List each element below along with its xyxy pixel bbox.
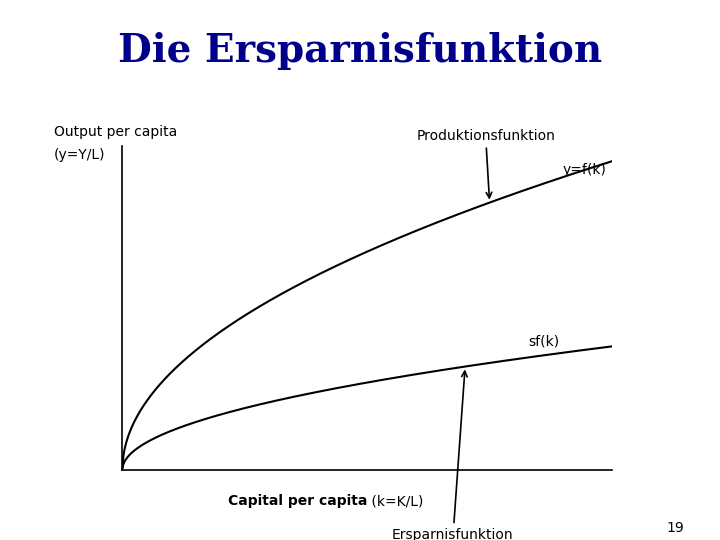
- Text: Produktionsfunktion: Produktionsfunktion: [416, 129, 555, 198]
- Text: sf(k): sf(k): [528, 335, 560, 349]
- Text: y=f(k): y=f(k): [563, 163, 607, 177]
- Text: (y=Y/L): (y=Y/L): [54, 148, 105, 162]
- Text: Output per capita: Output per capita: [54, 125, 177, 139]
- Text: (k=K/L): (k=K/L): [367, 494, 423, 508]
- Text: Die Ersparnisfunktion: Die Ersparnisfunktion: [118, 32, 602, 70]
- Text: 19: 19: [666, 521, 684, 535]
- Text: Ersparnisfunktion
(niedriges s): Ersparnisfunktion (niedriges s): [392, 371, 513, 540]
- Text: Capital per capita: Capital per capita: [228, 494, 367, 508]
